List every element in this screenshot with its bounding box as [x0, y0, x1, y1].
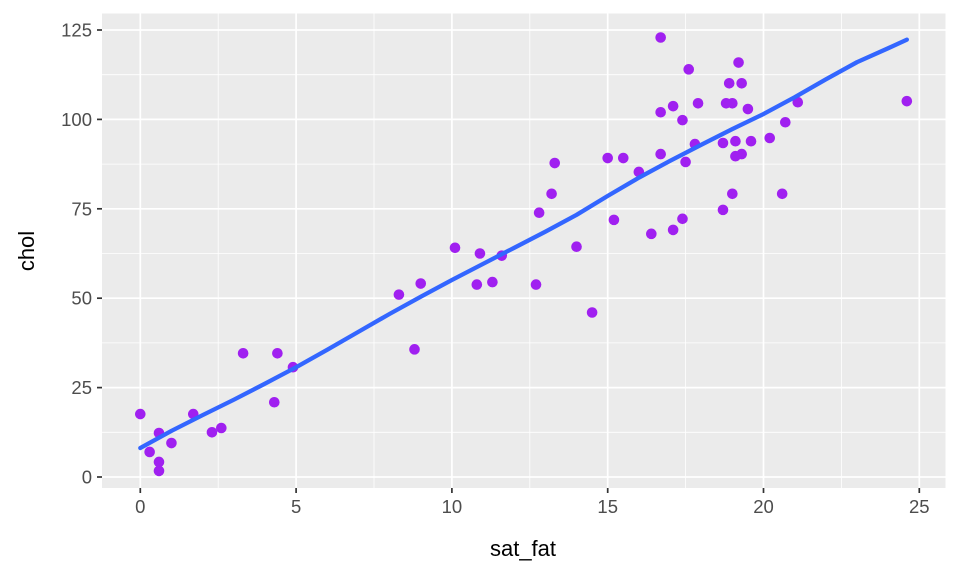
y-axis-title: chol [14, 230, 39, 272]
y-axis-tick-label: 125 [61, 20, 92, 41]
x-axis-title: sat_fat [489, 536, 557, 561]
x-axis-tick-label: 5 [291, 496, 301, 517]
data-point [272, 347, 283, 359]
data-point [742, 103, 754, 115]
data-point [237, 347, 249, 359]
data-point [474, 248, 486, 259]
data-point [586, 307, 598, 318]
data-point [153, 456, 165, 468]
data-point [530, 279, 542, 290]
y-axis-tick-label: 25 [71, 377, 92, 398]
data-point [655, 148, 666, 160]
data-point [206, 427, 218, 438]
data-point [617, 152, 629, 164]
data-point [730, 135, 741, 147]
data-point [683, 64, 695, 75]
x-axis-tick-label: 10 [442, 496, 463, 517]
data-point [487, 276, 498, 288]
y-axis-tick-label: 50 [71, 288, 92, 309]
data-point [792, 96, 804, 108]
data-point [216, 422, 227, 434]
data-point [546, 188, 557, 200]
data-point [166, 437, 177, 449]
y-axis-tick-label: 0 [82, 467, 92, 488]
data-point [268, 396, 280, 408]
data-point [764, 132, 776, 144]
x-axis-tick-label: 25 [909, 496, 930, 517]
data-point [736, 77, 747, 89]
data-point [780, 116, 791, 128]
data-point [393, 289, 405, 300]
data-point [717, 137, 729, 149]
data-point [409, 344, 420, 355]
data-point [646, 228, 657, 240]
data-point [153, 465, 165, 477]
data-point [680, 156, 691, 168]
data-point [144, 446, 155, 458]
data-point [692, 98, 704, 109]
data-point [602, 152, 613, 164]
data-point [549, 157, 561, 169]
data-point [723, 77, 735, 89]
data-point [667, 100, 679, 112]
x-axis-tick-label: 0 [135, 496, 145, 517]
data-point [717, 204, 729, 216]
data-point [449, 242, 461, 254]
data-point [727, 98, 738, 109]
data-point [736, 148, 747, 160]
data-point [677, 213, 688, 225]
data-point [901, 95, 913, 107]
data-point [776, 188, 788, 200]
data-point [533, 207, 545, 219]
data-point [415, 278, 427, 289]
data-point [608, 214, 620, 226]
smooth-trend-line [138, 37, 909, 451]
data-point [677, 114, 688, 126]
x-axis-tick-label: 20 [753, 496, 774, 517]
x-axis-tick-label: 15 [597, 496, 618, 517]
data-point [135, 408, 146, 420]
data-point [745, 135, 757, 147]
data-point [667, 224, 679, 236]
y-axis-tick-label: 75 [71, 198, 92, 219]
data-point [571, 241, 582, 253]
y-axis-tick-label: 100 [61, 109, 92, 130]
data-point [655, 106, 666, 118]
data-point [655, 32, 666, 43]
data-point [733, 57, 744, 68]
data-point [727, 188, 738, 200]
data-point [471, 279, 483, 290]
